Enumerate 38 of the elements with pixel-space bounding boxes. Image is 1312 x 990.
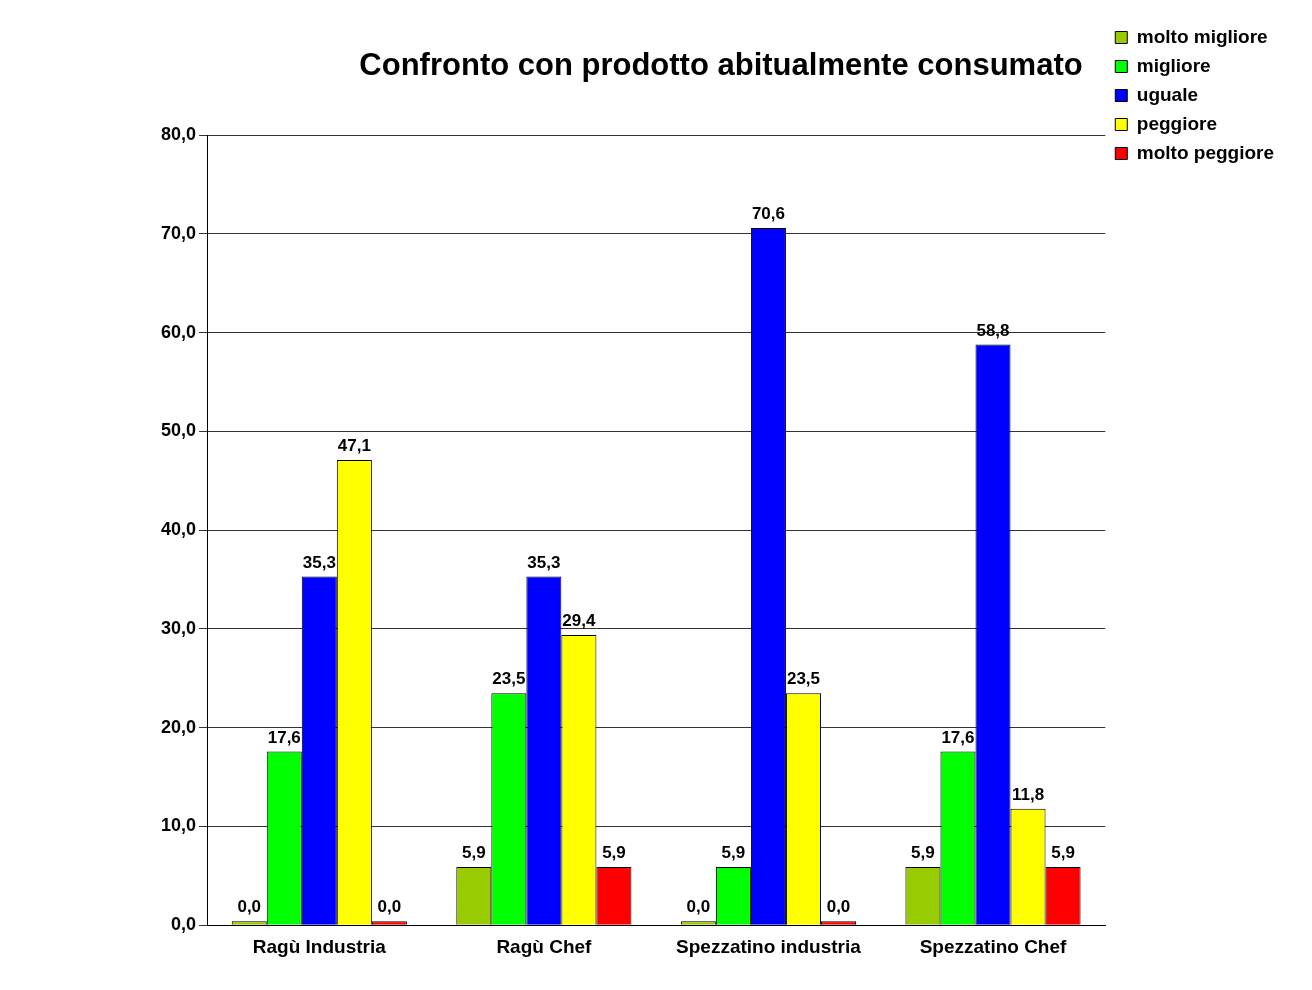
legend-label: uguale	[1136, 83, 1199, 105]
legend-label: molto migliore	[1136, 25, 1268, 47]
x-tick-label: Ragù Industria	[252, 935, 387, 957]
y-tick-label: 60,0	[160, 321, 197, 342]
data-label: 0,0	[377, 897, 402, 917]
data-label: 5,9	[1051, 843, 1075, 863]
legend-label: peggiore	[1136, 112, 1218, 134]
chart-title: Confronto con prodotto abitualmente consumato	[359, 47, 1083, 83]
data-label: 35,3	[527, 552, 561, 572]
data-label: 5,9	[602, 843, 626, 863]
data-label: 35,3	[302, 552, 336, 572]
data-label: 17,6	[941, 727, 975, 747]
data-label: 17,6	[267, 727, 301, 747]
data-label: 0,0	[686, 897, 711, 917]
y-tick-label: 40,0	[160, 519, 197, 540]
y-tick-label: 0,0	[171, 914, 197, 935]
data-label: 70,6	[751, 204, 785, 224]
legend-label: migliore	[1136, 54, 1211, 76]
legend-label: molto peggiore	[1136, 141, 1275, 163]
data-label: 29,4	[562, 611, 596, 631]
x-tick-label: Spezzatino Chef	[919, 935, 1068, 957]
y-tick-label: 20,0	[160, 716, 197, 737]
y-tick-label: 80,0	[160, 124, 197, 145]
data-label: 0,0	[826, 897, 851, 917]
y-tick-label: 70,0	[160, 222, 197, 243]
data-label: 5,9	[911, 843, 935, 863]
data-label: 47,1	[337, 436, 371, 456]
y-tick-label: 10,0	[160, 815, 197, 836]
data-label: 5,9	[721, 843, 746, 863]
x-tick-label: Spezzatino industria	[676, 935, 862, 957]
x-tick-label: Ragù Chef	[496, 935, 593, 957]
data-label: 0,0	[237, 897, 262, 917]
data-label: 5,9	[461, 843, 486, 863]
data-label: 23,5	[492, 669, 526, 689]
data-label: 11,8	[1011, 784, 1045, 804]
data-label: 23,5	[786, 669, 821, 689]
y-tick-label: 50,0	[160, 420, 197, 441]
y-tick-label: 30,0	[160, 617, 197, 638]
